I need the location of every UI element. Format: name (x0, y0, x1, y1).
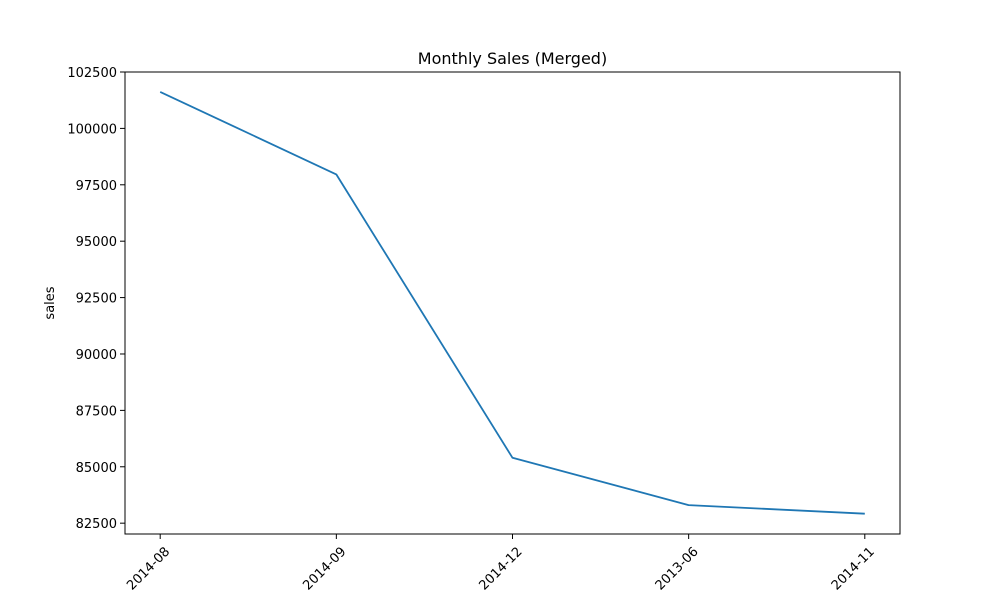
y-tick-label: 85000 (76, 461, 117, 476)
y-tick-label: 100000 (67, 122, 117, 137)
y-axis: 82500 85000 87500 90000 92500 95000 97500 10000… (67, 66, 125, 532)
x-tick-label: 2014-09 (300, 544, 349, 593)
plot-area-frame (125, 72, 900, 534)
y-tick-label: 92500 (76, 292, 117, 307)
y-tick-label: 82500 (76, 517, 117, 532)
chart-title: Monthly Sales (Merged) (418, 49, 607, 68)
y-tick-label: 102500 (67, 66, 117, 81)
series-group (160, 92, 865, 514)
x-tick-label: 2014-11 (829, 544, 878, 593)
sales-line (160, 92, 865, 514)
x-tick-label: 2014-08 (124, 544, 173, 593)
y-tick-label: 97500 (76, 179, 117, 194)
y-tick-label: 95000 (76, 235, 117, 250)
x-tick-label: 2014-12 (477, 544, 526, 593)
y-axis-label: sales (43, 286, 58, 319)
x-axis: 2014-08 2014-09 2014-12 2013-06 2014-11 (124, 534, 878, 593)
y-tick-label: 87500 (76, 404, 117, 419)
x-tick-label: 2013-06 (653, 544, 702, 593)
y-tick-label: 90000 (76, 348, 117, 363)
